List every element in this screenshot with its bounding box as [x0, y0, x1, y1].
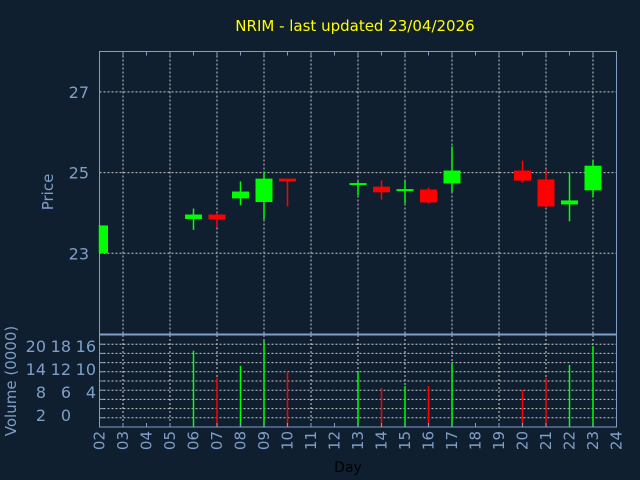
- chart-title: NRIM - last updated 23/04/2026: [235, 17, 474, 35]
- volume-tick-label: 8: [36, 383, 46, 402]
- volume-tick-label: 20: [26, 337, 46, 356]
- volume-tick-label: 14: [26, 360, 46, 379]
- x-tick-label: 13: [349, 431, 367, 450]
- x-tick-label: 06: [185, 431, 203, 450]
- candle-body: [255, 178, 273, 203]
- price-tick-label: 23: [69, 244, 89, 263]
- candle-body: [232, 191, 249, 199]
- x-tick-label: 10: [279, 431, 297, 450]
- candle-body: [99, 225, 108, 254]
- x-tick-label: 09: [255, 431, 273, 450]
- x-tick-label: 19: [490, 431, 508, 450]
- y-axis-label: Price: [39, 174, 57, 211]
- x-tick-label: 12: [326, 431, 344, 450]
- candle-body: [443, 170, 461, 184]
- x-tick-label: 15: [396, 431, 414, 450]
- x-tick-label: 18: [467, 431, 485, 450]
- volume-tick-label: 12: [51, 360, 71, 379]
- x-tick-label: 21: [537, 431, 555, 450]
- x-tick-label: 08: [232, 431, 250, 450]
- volume-tick-label: 16: [76, 337, 96, 356]
- price-tick-label: 25: [69, 164, 89, 183]
- volume-tick-label: 18: [51, 337, 71, 356]
- volume-tick-label: 4: [86, 383, 96, 402]
- x-tick-label: 07: [208, 431, 226, 450]
- x-tick-label: 14: [373, 431, 391, 450]
- x-tick-label: 24: [608, 431, 626, 450]
- x-tick-label: 20: [514, 431, 532, 450]
- x-tick-label: 04: [138, 431, 156, 450]
- volume-axis-label: Volume (0000): [2, 326, 20, 436]
- volume-tick-label: 6: [61, 383, 71, 402]
- x-tick-label: 11: [302, 431, 320, 450]
- x-tick-label: 02: [91, 431, 109, 450]
- candle-body: [208, 214, 226, 220]
- volume-tick-label: 0: [61, 406, 71, 425]
- price-tick-label: 27: [69, 83, 89, 102]
- x-tick-label: 05: [161, 431, 179, 450]
- candle-body: [185, 214, 202, 219]
- volume-tick-label: 2: [36, 406, 46, 425]
- candle-body: [561, 200, 578, 205]
- x-axis-label: Day: [334, 460, 362, 476]
- candle-body: [373, 186, 390, 193]
- volume-tick-label: 10: [76, 360, 96, 379]
- x-tick-label: 16: [420, 431, 438, 450]
- x-tick-label: 03: [114, 431, 132, 450]
- candle-body: [420, 189, 437, 203]
- x-tick-label: 22: [561, 431, 579, 450]
- x-tick-label: 23: [584, 431, 602, 450]
- candle-body: [396, 189, 414, 192]
- candle-body: [279, 178, 296, 182]
- candle-body: [537, 179, 555, 207]
- candle-body: [514, 170, 531, 181]
- candle-body: [584, 165, 602, 191]
- candle-body: [349, 183, 367, 186]
- x-tick-label: 17: [443, 431, 461, 450]
